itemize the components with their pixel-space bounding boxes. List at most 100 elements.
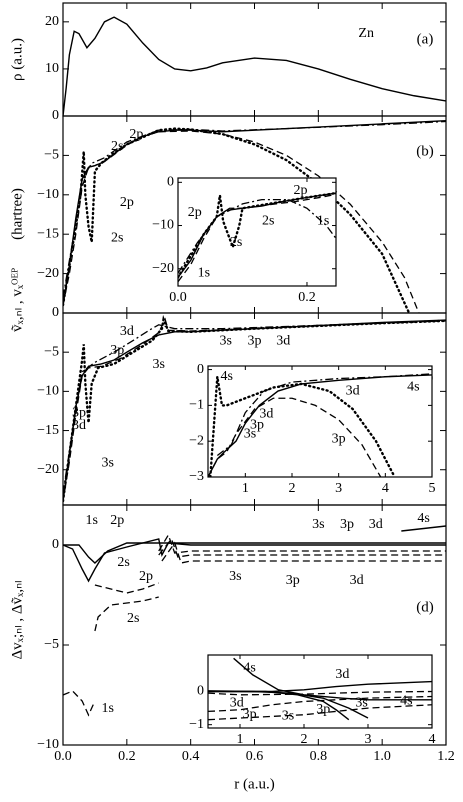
y-tick-label: −10 [37, 384, 59, 399]
curve [401, 525, 446, 532]
annotation: 3d [335, 667, 349, 682]
x-tick-label: 0.2 [298, 290, 316, 305]
x-tick-label: 0.8 [310, 749, 328, 764]
x-tick-label: 1.2 [437, 749, 455, 764]
annotation: 3d [276, 333, 290, 348]
panel-label: (d) [416, 599, 434, 615]
annotation: 3p [332, 432, 346, 447]
curve [63, 690, 96, 717]
annotation: 3d [72, 418, 86, 433]
x-tick-label: 0.4 [182, 749, 200, 764]
y-tick-label: 0 [52, 537, 59, 552]
annotation: 2s [111, 230, 123, 245]
annotation: 2s [127, 611, 139, 626]
curve [94, 582, 159, 594]
curve [208, 695, 432, 713]
annotation: 4s [400, 694, 412, 709]
annotation: 4s [220, 369, 232, 384]
annotation: 1s [85, 513, 97, 528]
curve [216, 373, 432, 457]
curve [158, 533, 446, 554]
y-tick-label: −15 [37, 226, 59, 241]
annotation: Zn [358, 26, 374, 41]
curve [63, 320, 446, 494]
panel: 0 −10 −20 0.0 0.2 2p 2s 1s 2s 2p 1s [152, 175, 337, 305]
x-tick-label: 4 [429, 732, 436, 747]
y-tick-label: −2 [189, 433, 204, 448]
y-tick-label: −1 [189, 398, 204, 413]
curve [208, 704, 432, 721]
curve [208, 374, 432, 477]
y-tick-label: 0 [167, 175, 174, 190]
y-axis-label: Δvₓ;ₙₗ , Δṽₓ,ₙₗ [9, 580, 25, 659]
annotation: 3p [248, 333, 262, 348]
annotation: 3p [340, 517, 354, 532]
curve [208, 397, 382, 477]
y-tick-label: −20 [37, 266, 59, 281]
curve [63, 16, 446, 116]
y-tick-label: 20 [45, 14, 59, 29]
x-tick-label: 4 [382, 481, 389, 496]
x-tick-label: 3 [335, 481, 342, 496]
x-tick-label: 0.2 [118, 749, 136, 764]
y-tick-label: −1 [189, 717, 204, 732]
annotation: 3s [355, 695, 367, 710]
annotation: 2s [111, 139, 123, 154]
annotation: 4s [417, 511, 429, 526]
curve [208, 690, 432, 696]
frame [207, 365, 433, 478]
y-tick-label: −10 [37, 737, 59, 752]
annotation: 3p [72, 406, 86, 421]
y-tick-label: −20 [37, 462, 59, 477]
curve [158, 537, 446, 558]
curve [63, 542, 446, 564]
x-tick-label: 2 [289, 481, 296, 496]
y-tick-label: −10 [152, 218, 174, 233]
curve [178, 193, 336, 283]
y-tick-label: 0 [197, 684, 204, 699]
annotation: 3s [101, 456, 113, 471]
panel-label: (b) [416, 143, 434, 159]
frame [177, 177, 337, 287]
annotation: 3d [350, 573, 364, 588]
y-tick-label: 10 [45, 61, 59, 76]
curve [178, 191, 336, 279]
annotation: 3s [153, 357, 165, 372]
y-axis-label: ṽₓ,ₙₗ , vₓᴼᴱᴾ [9, 268, 25, 332]
y-tick-label: −5 [44, 637, 59, 652]
annotation: 3p [243, 707, 257, 722]
x-tick-label: 3 [365, 732, 372, 747]
annotation: 2p [188, 205, 202, 220]
annotation: 3s [282, 709, 294, 724]
annotation: 3p [250, 417, 264, 432]
annotation: 4s [243, 660, 255, 675]
annotation: 2s [117, 555, 129, 570]
annotation: 3p [110, 343, 124, 358]
annotation: 2s [262, 213, 274, 228]
x-tick-label: 5 [429, 481, 436, 496]
y-tick-label: −10 [37, 187, 59, 202]
annotation: 2p [110, 513, 124, 528]
annotation: 1s [101, 701, 113, 716]
panel: 0 10 20 ρ (a.u.) (a) Zn [9, 2, 447, 123]
annotation: 2p [129, 127, 143, 142]
x-axis-label: r (a.u.) [234, 776, 274, 792]
y-tick-label: 0 [197, 362, 204, 377]
annotation: 1s [198, 265, 210, 280]
annotation: 3d [259, 407, 273, 422]
curve [63, 538, 446, 583]
annotation: 4s [407, 380, 419, 395]
annotation: 3d [346, 383, 360, 398]
x-tick-label: 1 [242, 481, 249, 496]
y-tick-label: −5 [44, 344, 59, 359]
curve [63, 314, 446, 503]
curve [161, 541, 446, 564]
x-tick-label: 1 [237, 732, 244, 747]
annotation: 3s [244, 426, 256, 441]
annotation: 3p [316, 702, 330, 717]
y-tick-label: −5 [44, 148, 59, 163]
